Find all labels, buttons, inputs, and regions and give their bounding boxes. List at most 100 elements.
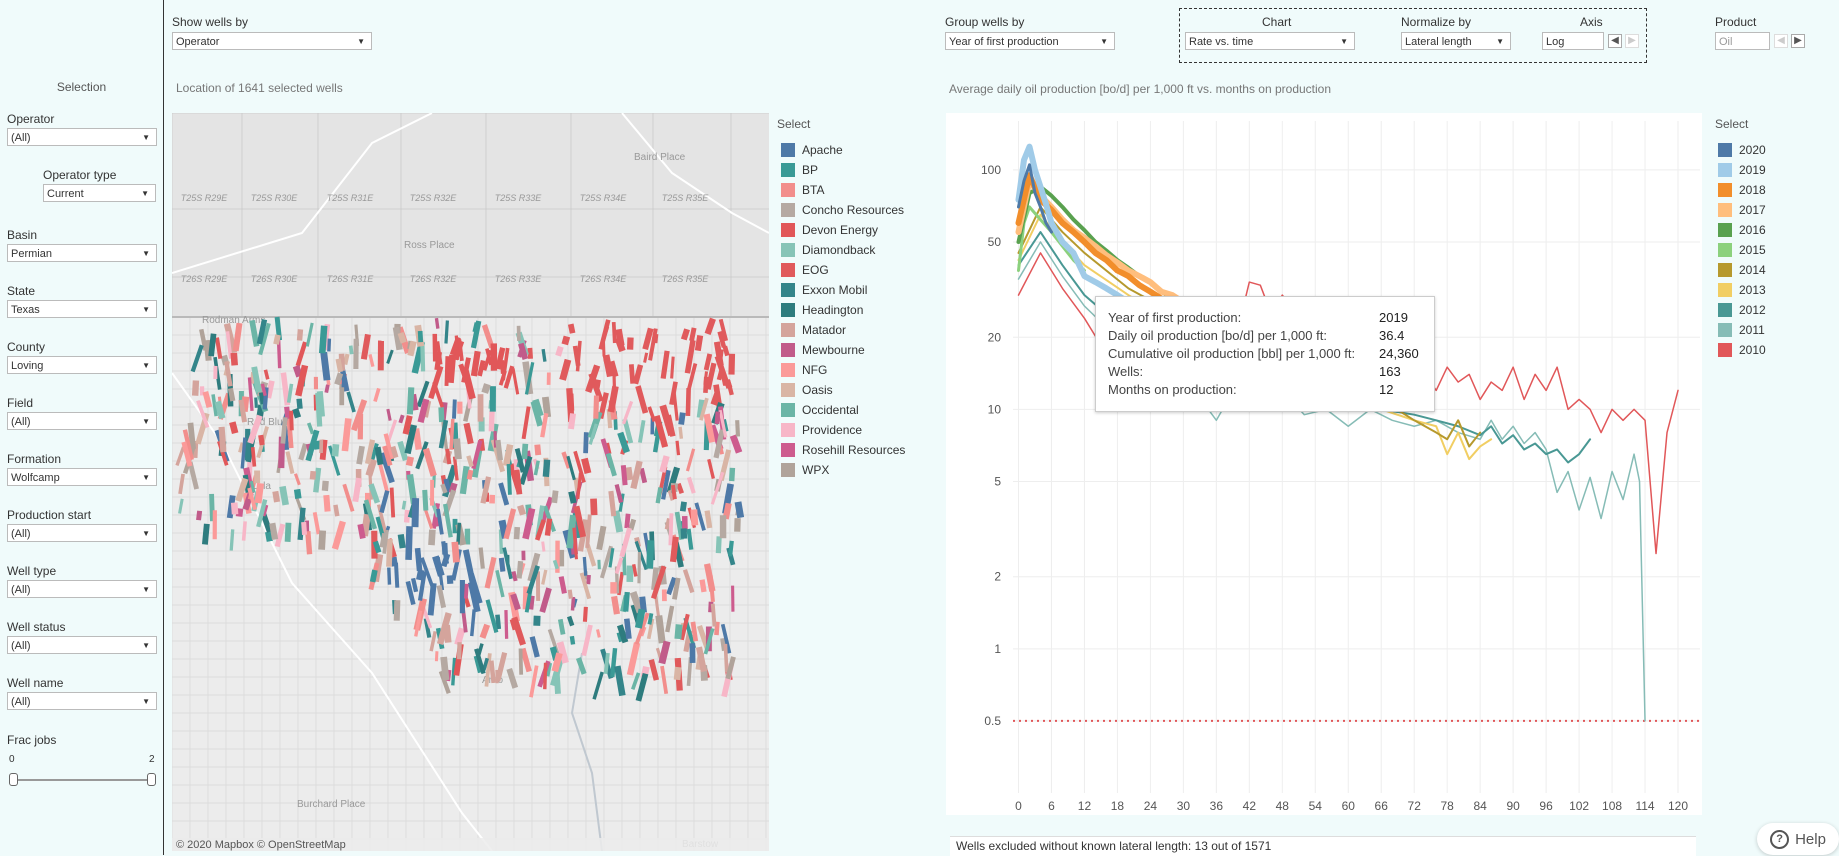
well-marker[interactable]	[630, 672, 641, 690]
well-marker[interactable]	[668, 513, 674, 546]
well-marker[interactable]	[427, 582, 437, 616]
well-marker[interactable]	[405, 456, 415, 467]
well-marker[interactable]	[368, 483, 380, 504]
well-marker[interactable]	[417, 330, 424, 343]
well-marker[interactable]	[315, 392, 323, 427]
well-marker[interactable]	[191, 380, 200, 396]
well-marker[interactable]	[423, 618, 432, 638]
legend-item[interactable]: NFG	[781, 361, 827, 379]
well-marker[interactable]	[214, 400, 226, 420]
legend-item[interactable]: WPX	[781, 461, 829, 479]
well-marker[interactable]	[555, 345, 564, 357]
well-marker[interactable]	[661, 469, 671, 500]
well-marker[interactable]	[377, 461, 389, 493]
filter-dropdown[interactable]: (All) ▼	[7, 524, 157, 542]
legend-item[interactable]: EOG	[781, 261, 829, 279]
well-marker[interactable]	[487, 423, 499, 452]
well-marker[interactable]	[552, 559, 559, 570]
well-marker[interactable]	[704, 510, 713, 529]
well-marker[interactable]	[313, 376, 319, 390]
well-marker[interactable]	[561, 335, 571, 346]
well-marker[interactable]	[610, 648, 618, 678]
well-marker[interactable]	[464, 528, 471, 545]
well-marker[interactable]	[592, 671, 604, 700]
well-marker[interactable]	[661, 589, 667, 602]
well-marker[interactable]	[254, 470, 261, 484]
well-marker[interactable]	[305, 322, 314, 347]
legend-item[interactable]: 2010	[1718, 341, 1766, 359]
axis-next-button[interactable]: ▶	[1625, 34, 1639, 48]
well-marker[interactable]	[286, 417, 294, 449]
well-marker[interactable]	[672, 577, 681, 600]
well-marker[interactable]	[728, 353, 736, 375]
well-marker[interactable]	[722, 345, 730, 357]
well-marker[interactable]	[457, 401, 463, 414]
well-marker[interactable]	[559, 549, 565, 567]
well-marker[interactable]	[461, 368, 476, 400]
well-marker[interactable]	[196, 399, 210, 429]
well-marker[interactable]	[687, 363, 698, 390]
well-marker[interactable]	[402, 415, 413, 435]
well-marker[interactable]	[249, 319, 260, 347]
well-marker[interactable]	[240, 437, 247, 469]
well-marker[interactable]	[581, 457, 592, 475]
well-marker[interactable]	[415, 441, 429, 470]
well-marker[interactable]	[364, 439, 376, 465]
well-marker[interactable]	[457, 339, 464, 362]
well-marker[interactable]	[608, 490, 617, 517]
well-marker[interactable]	[634, 540, 648, 571]
well-marker[interactable]	[553, 672, 561, 694]
well-marker[interactable]	[466, 455, 474, 468]
well-marker[interactable]	[509, 618, 518, 631]
well-marker[interactable]	[429, 631, 437, 652]
well-marker[interactable]	[227, 387, 236, 402]
well-marker[interactable]	[510, 593, 521, 611]
well-marker[interactable]	[521, 443, 529, 460]
well-marker[interactable]	[279, 485, 289, 506]
well-marker[interactable]	[666, 576, 677, 596]
well-marker[interactable]	[648, 659, 660, 681]
frac-jobs-slider[interactable]	[12, 779, 153, 781]
well-marker[interactable]	[659, 455, 670, 473]
well-marker[interactable]	[710, 603, 717, 627]
well-marker[interactable]	[660, 665, 669, 695]
well-marker[interactable]	[573, 450, 586, 483]
well-marker[interactable]	[653, 415, 669, 448]
well-marker[interactable]	[341, 377, 346, 388]
well-marker[interactable]	[274, 523, 286, 548]
well-marker[interactable]	[716, 370, 724, 381]
well-marker[interactable]	[229, 529, 235, 551]
well-marker[interactable]	[341, 418, 352, 452]
well-marker[interactable]	[428, 529, 436, 546]
well-marker[interactable]	[445, 448, 452, 465]
well-marker[interactable]	[586, 574, 591, 585]
well-marker[interactable]	[416, 380, 430, 408]
well-marker[interactable]	[386, 349, 394, 364]
well-marker[interactable]	[581, 624, 593, 657]
legend-item[interactable]: Matador	[781, 321, 846, 339]
well-marker[interactable]	[471, 439, 483, 470]
well-marker[interactable]	[321, 480, 329, 492]
well-marker[interactable]	[647, 613, 654, 625]
production-chart[interactable]: 0 6 12 18 24 30 36 42 48 54 60 66 72 78 84 90 96 102 108 11…	[946, 113, 1702, 815]
well-marker[interactable]	[319, 439, 324, 454]
well-marker[interactable]	[695, 646, 707, 673]
well-marker[interactable]	[567, 323, 576, 334]
well-marker[interactable]	[689, 643, 696, 663]
well-marker[interactable]	[650, 565, 667, 600]
well-marker[interactable]	[481, 383, 491, 394]
well-marker[interactable]	[522, 507, 536, 540]
well-marker[interactable]	[620, 465, 628, 486]
well-marker[interactable]	[212, 510, 217, 540]
well-marker[interactable]	[485, 599, 499, 633]
well-marker[interactable]	[682, 569, 695, 594]
well-marker[interactable]	[411, 498, 420, 528]
well-marker[interactable]	[224, 361, 233, 387]
well-marker[interactable]	[521, 406, 531, 440]
well-marker[interactable]	[673, 666, 682, 681]
well-marker[interactable]	[670, 356, 675, 379]
well-marker[interactable]	[397, 440, 409, 462]
well-marker[interactable]	[735, 420, 741, 437]
show-wells-by-dropdown[interactable]: Operator ▼	[172, 32, 372, 50]
series-line-2019[interactable]	[1015, 143, 1132, 306]
